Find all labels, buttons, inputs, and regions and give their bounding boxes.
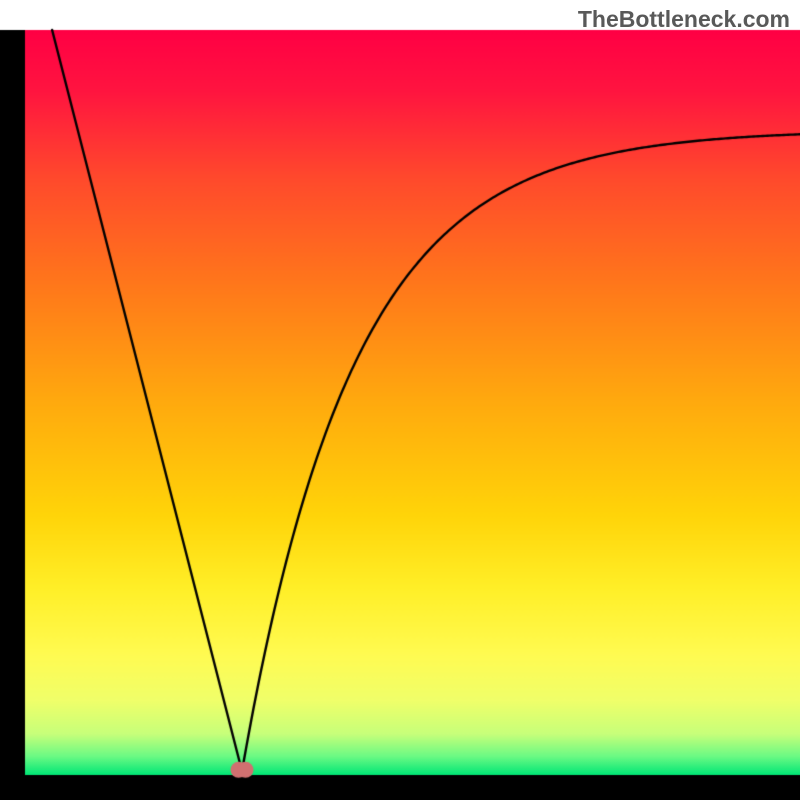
bottleneck-curve bbox=[0, 0, 800, 800]
optimum-marker bbox=[231, 762, 254, 778]
chart-container: TheBottleneck.com bbox=[0, 0, 800, 800]
watermark-label: TheBottleneck.com bbox=[578, 6, 790, 33]
